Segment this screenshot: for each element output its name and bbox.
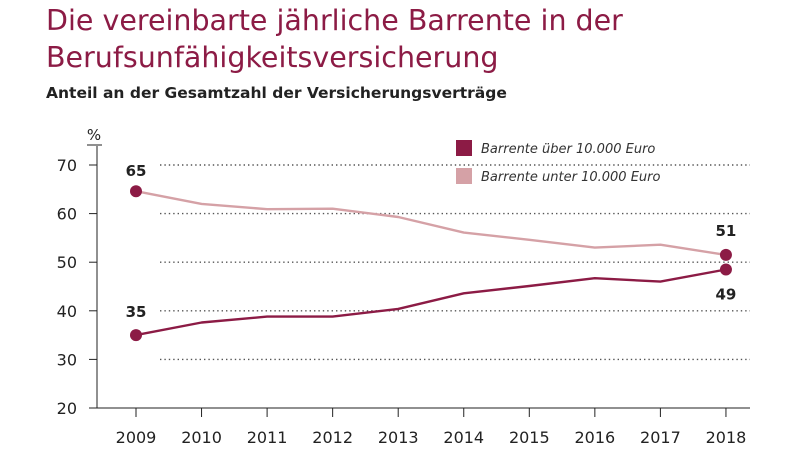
- data-label-series0-end: 49: [716, 285, 737, 303]
- y-tick-label-60: 60: [57, 205, 77, 224]
- x-tick-label-2014: 2014: [443, 428, 484, 447]
- x-tick-label-2012: 2012: [312, 428, 353, 447]
- legend-label-1: Barrente unter 10.000 Euro: [481, 170, 661, 185]
- data-labels: 65 35 51 49: [126, 162, 737, 321]
- chart-title-line-2: Berufsunfähigkeitsversicherung: [46, 41, 499, 74]
- x-tick-label-2009: 2009: [116, 428, 157, 447]
- series-group: [130, 185, 732, 342]
- grid-lines: [160, 164, 750, 361]
- y-tick-label-30: 30: [57, 350, 77, 369]
- x-tick-label-2018: 2018: [706, 428, 747, 447]
- data-label-series1-end: 51: [716, 222, 737, 240]
- x-tick-label-2017: 2017: [640, 428, 681, 447]
- x-tick-label-2011: 2011: [247, 428, 288, 447]
- y-tick-label-50: 50: [57, 253, 77, 272]
- legend: Barrente über 10.000 Euro Barrente unter …: [456, 140, 661, 185]
- y-axis-unit-label: %: [87, 126, 101, 144]
- x-tick-label-2013: 2013: [378, 428, 419, 447]
- x-tick-label-2010: 2010: [181, 428, 222, 447]
- data-label-series1-start: 65: [126, 162, 147, 180]
- y-tick-label-40: 40: [57, 302, 77, 321]
- chart-title: Die vereinbarte jährliche Barrente in de…: [46, 2, 623, 76]
- endpoint-marker-1-9: [719, 248, 732, 261]
- x-tick-label-2016: 2016: [574, 428, 615, 447]
- endpoint-marker-0-0: [130, 329, 142, 342]
- endpoint-marker-0-9: [719, 263, 732, 276]
- y-tick-label-20: 20: [57, 399, 77, 418]
- y-tick-label-70: 70: [57, 156, 77, 175]
- data-label-series0-start: 35: [126, 303, 147, 321]
- endpoint-marker-1-0: [130, 185, 142, 198]
- x-tick-label-2015: 2015: [509, 428, 550, 447]
- chart-title-line-1: Die vereinbarte jährliche Barrente in de…: [46, 4, 623, 37]
- series-line-0: [135, 268, 727, 337]
- legend-swatch-1: [456, 168, 472, 184]
- legend-label-0: Barrente über 10.000 Euro: [481, 142, 655, 157]
- chart-subtitle: Anteil an der Gesamtzahl der Versicherun…: [46, 84, 507, 102]
- axes: 20 30 40 50 60 70% 2009 2010 2011 2012 2013 2014 201…: [57, 126, 750, 447]
- legend-swatch-0: [456, 140, 472, 156]
- series-line-1: [135, 190, 727, 257]
